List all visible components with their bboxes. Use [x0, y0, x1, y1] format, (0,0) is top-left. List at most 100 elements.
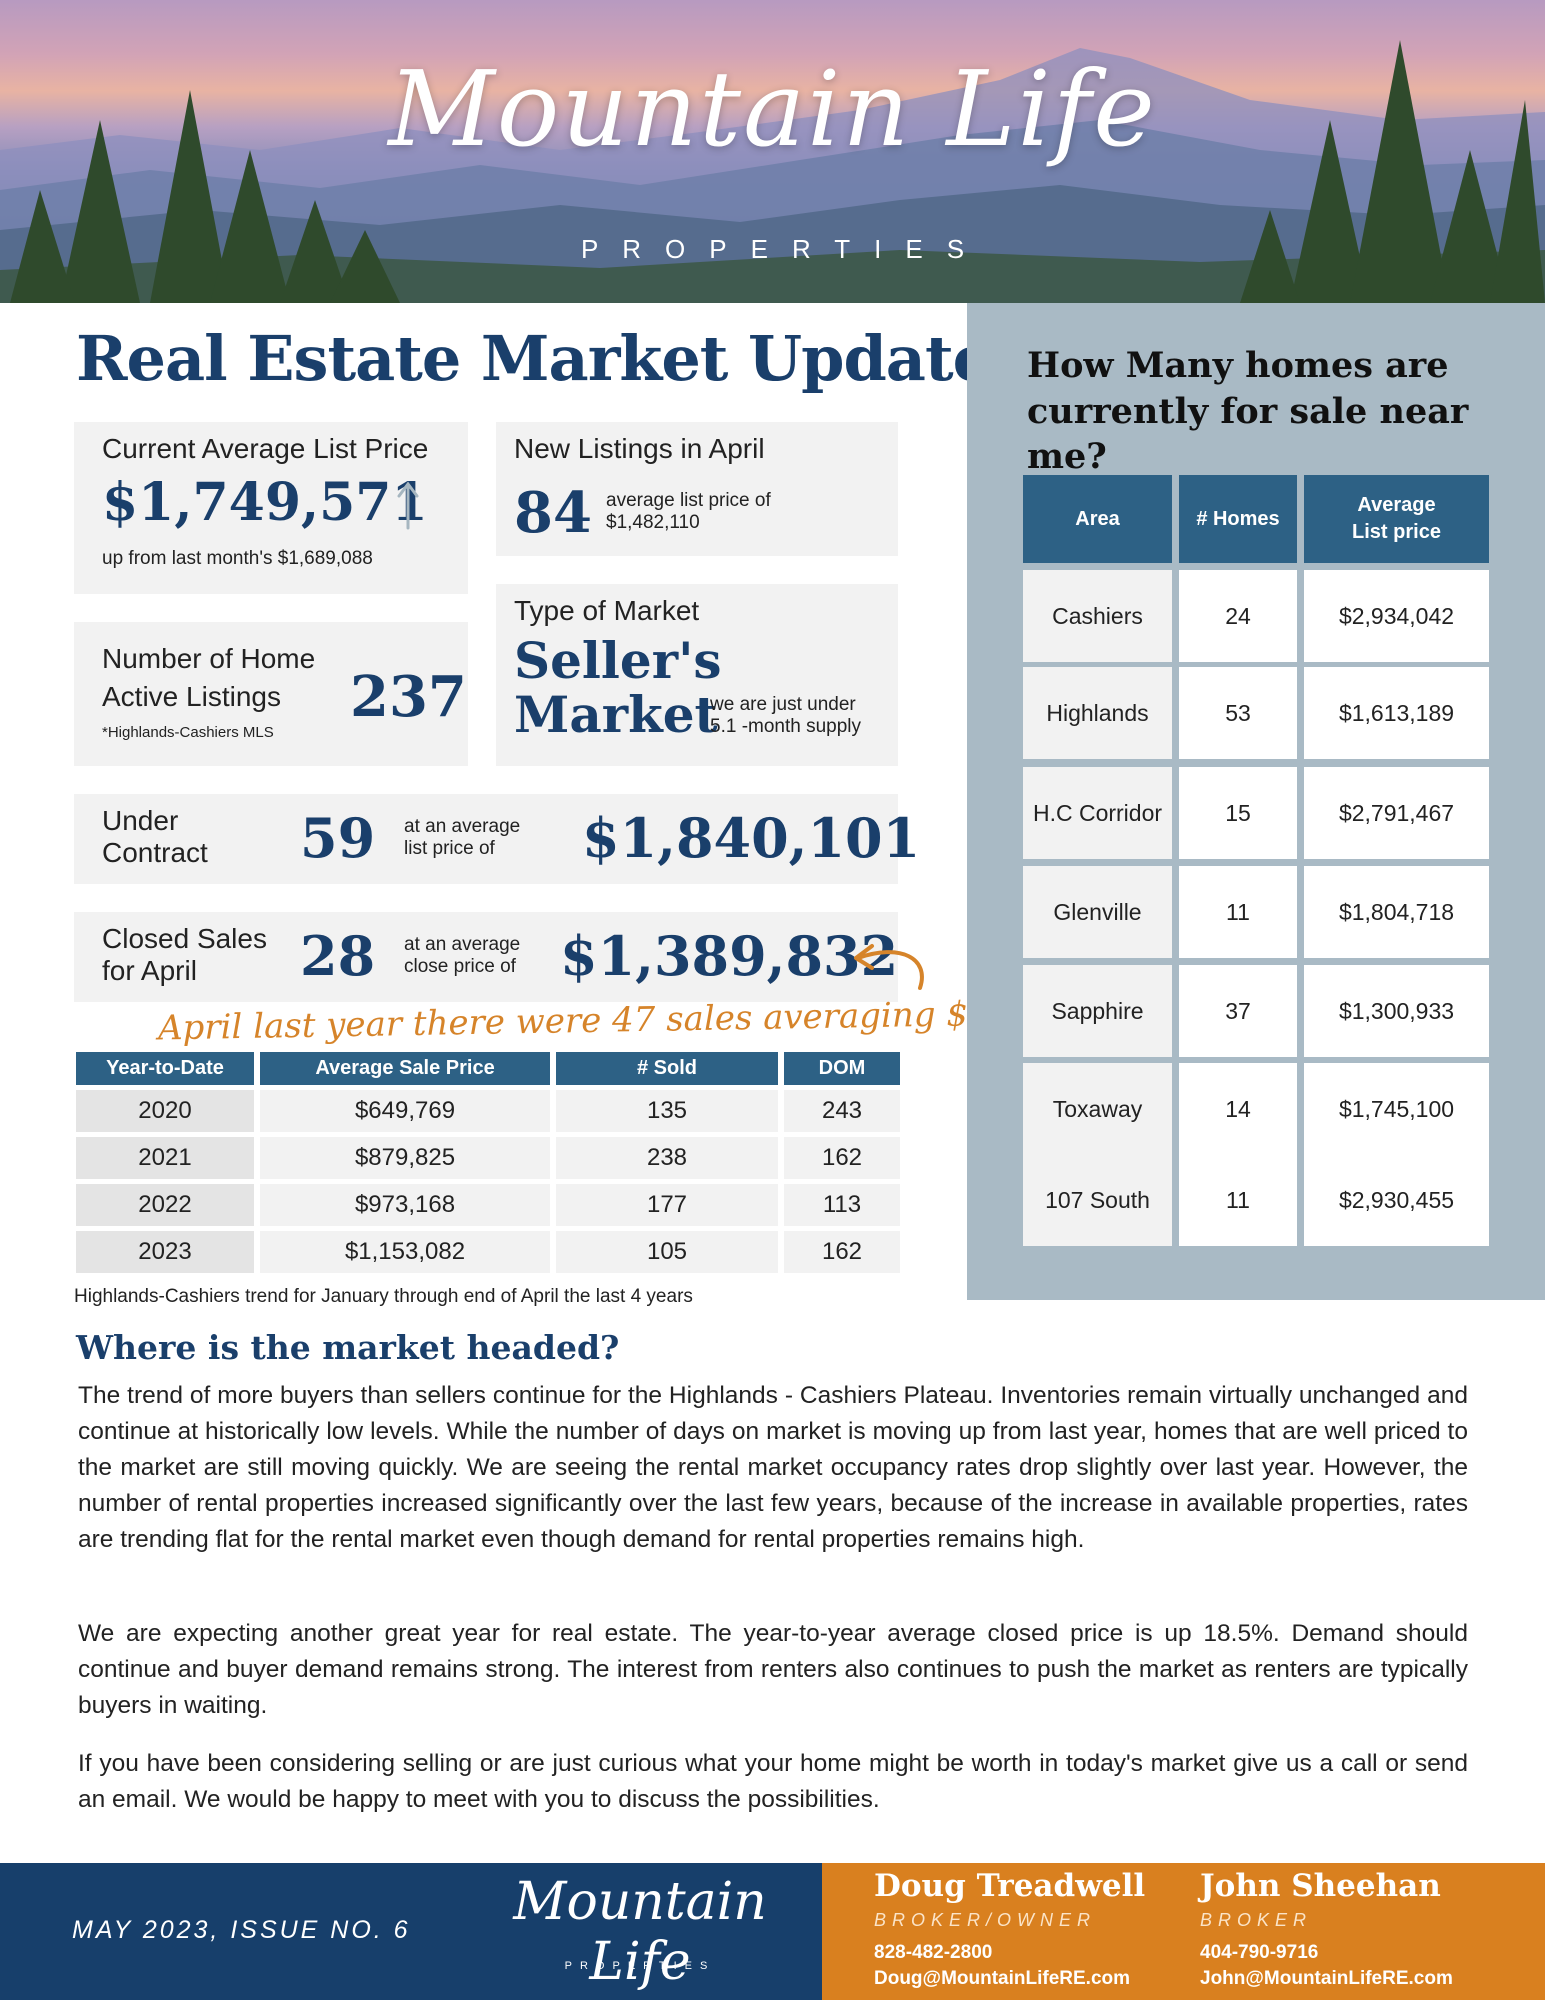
closed-sales-box: Closed Sales for April 28 at an average … [74, 912, 898, 1002]
footer-left [0, 1863, 822, 2000]
ytd-price: $1,153,082 [260, 1231, 550, 1273]
area-name: Toxaway [1023, 1063, 1172, 1155]
side-title-line-2: currently for sale near me? [1027, 390, 1469, 478]
outlook-paragraph-2: We are expecting another great year for … [78, 1620, 1468, 1719]
agent-1-email[interactable]: Doug@MountainLifeRE.com [874, 1968, 1131, 1989]
market-type-value-1: Seller's [514, 631, 722, 690]
avg-list-label: Current Average List Price [102, 433, 429, 464]
under-contract-note-2: list price of [404, 838, 495, 859]
ytd-year: 2020 [76, 1090, 254, 1132]
area-avg-price: $2,934,042 [1304, 570, 1489, 662]
area-name: Highlands [1023, 667, 1172, 759]
curved-arrow-icon [854, 944, 924, 990]
ytd-price: $879,825 [260, 1137, 550, 1179]
ytd-price: $973,168 [260, 1184, 550, 1226]
agent-1-phone[interactable]: 828-482-2800 [874, 1942, 993, 1963]
logo-script: Mountain Life [388, 48, 1157, 170]
market-type-note-1: we are just under [710, 694, 856, 715]
ytd-table-note: Highlands-Cashiers trend for January thr… [74, 1286, 693, 1307]
area-avg-price: $1,804,718 [1304, 866, 1489, 958]
market-type-note-2: 5.1 -month supply [710, 716, 862, 737]
new-listings-value: 84 [514, 480, 592, 546]
side-title-line-1: How Many homes are [1027, 345, 1449, 386]
closed-note-1: at an average [404, 934, 521, 955]
avg-list-price-box: Current Average List Price $1,749,571 up… [74, 422, 468, 594]
avg-list-note: up from last month's $1,689,088 [102, 548, 373, 569]
market-type-label: Type of Market [514, 595, 700, 626]
last-year-handnote: April last year there were 47 sales aver… [157, 991, 1142, 1049]
trend-arrow-up-icon [397, 481, 419, 530]
table-row: 2023 $1,153,082 105 162 [76, 1231, 900, 1273]
area-header: Area [1023, 475, 1172, 563]
market-type-box: Type of Market Seller's Market we are ju… [496, 584, 898, 766]
ytd-dom: 162 [784, 1231, 900, 1273]
side-panel-title: How Many homes are currently for sale ne… [1027, 343, 1527, 480]
ytd-sold: 238 [556, 1137, 778, 1179]
ytd-price: $649,769 [260, 1090, 550, 1132]
ytd-dom: 243 [784, 1090, 900, 1132]
outlook-paragraph-1: The trend of more buyers than sellers co… [78, 1382, 1468, 1553]
header-banner: Mountain Life PROPERTIES [0, 0, 1545, 303]
active-value: 237 [350, 664, 467, 730]
page-title: Real Estate Market Update [76, 322, 992, 395]
closed-price: $1,389,832 [560, 924, 899, 988]
under-contract-label-2: Contract [102, 837, 208, 868]
footer-right [822, 1863, 1545, 2000]
agent-1-name: Doug Treadwell [874, 1868, 1146, 1904]
agent-2-email[interactable]: John@MountainLifeRE.com [1200, 1968, 1453, 1989]
area-avg-price: $1,613,189 [1304, 667, 1489, 759]
homes-for-sale-panel: How Many homes are currently for sale ne… [967, 303, 1545, 1300]
ytd-dom: 162 [784, 1137, 900, 1179]
closed-count: 28 [300, 924, 376, 988]
closed-note-2: close price of [404, 956, 516, 977]
area-avg-price: $2,791,467 [1304, 767, 1489, 859]
ytd-header-sold: # Sold [556, 1052, 778, 1085]
under-contract-count: 59 [300, 806, 376, 870]
area-name: 107 South [1023, 1154, 1172, 1246]
area-homes: 14 [1179, 1063, 1297, 1155]
ytd-header-dom: DOM [784, 1052, 900, 1085]
logo-subtitle: PROPERTIES [580, 234, 989, 264]
area-homes: 15 [1179, 767, 1297, 859]
avg-price-header-text: Average List price [1352, 494, 1441, 543]
ytd-sold: 177 [556, 1184, 778, 1226]
ytd-header-price: Average Sale Price [260, 1052, 550, 1085]
area-avg-price: $2,930,455 [1304, 1154, 1489, 1246]
closed-label-2: for April [102, 955, 197, 986]
area-name: Sapphire [1023, 965, 1172, 1057]
outlook-heading: Where is the market headed? [76, 1328, 620, 1367]
issue-label: MAY 2023, ISSUE NO. 6 [72, 1916, 411, 1944]
area-name: H.C Corridor [1023, 767, 1172, 859]
new-listings-box: New Listings in April 84 average list pr… [496, 422, 898, 556]
closed-label-1: Closed Sales [102, 923, 267, 954]
ytd-header-row: Year-to-Date Average Sale Price # Sold D… [76, 1052, 900, 1085]
ytd-sold: 135 [556, 1090, 778, 1132]
table-row: 2020 $649,769 135 243 [76, 1090, 900, 1132]
active-label-2: Active Listings [102, 681, 281, 712]
new-listings-label: New Listings in April [514, 433, 765, 464]
ytd-sold: 105 [556, 1231, 778, 1273]
area-homes: 53 [1179, 667, 1297, 759]
avg-price-header: Average List price [1304, 475, 1489, 563]
ytd-year: 2021 [76, 1137, 254, 1179]
homes-header: # Homes [1179, 475, 1297, 563]
new-listings-note-1: average list price of [606, 490, 771, 511]
agent-1-role: BROKER/OWNER [874, 1910, 1097, 1930]
outlook-paragraph-3: If you have been considering selling or … [78, 1750, 1468, 1813]
ytd-year: 2023 [76, 1231, 254, 1273]
area-homes: 11 [1179, 866, 1297, 958]
area-name: Glenville [1023, 866, 1172, 958]
active-label-1: Number of Home [102, 643, 316, 674]
area-homes: 11 [1179, 1154, 1297, 1246]
active-listings-box: Number of Home Active Listings *Highland… [74, 622, 468, 766]
under-contract-box: Under Contract 59 at an average list pri… [74, 794, 920, 884]
area-name: Cashiers [1023, 570, 1172, 662]
footer-logo-script: Mountain Life [513, 1872, 767, 1992]
mountain-landscape-image [0, 40, 1545, 303]
under-contract-note-1: at an average [404, 816, 521, 837]
ytd-header-year: Year-to-Date [76, 1052, 254, 1085]
footer-logo-subtitle: PROPERTIES [564, 1960, 716, 1972]
ytd-year: 2022 [76, 1184, 254, 1226]
market-type-value-2: Market [514, 685, 718, 744]
agent-2-phone[interactable]: 404-790-9716 [1200, 1942, 1319, 1963]
